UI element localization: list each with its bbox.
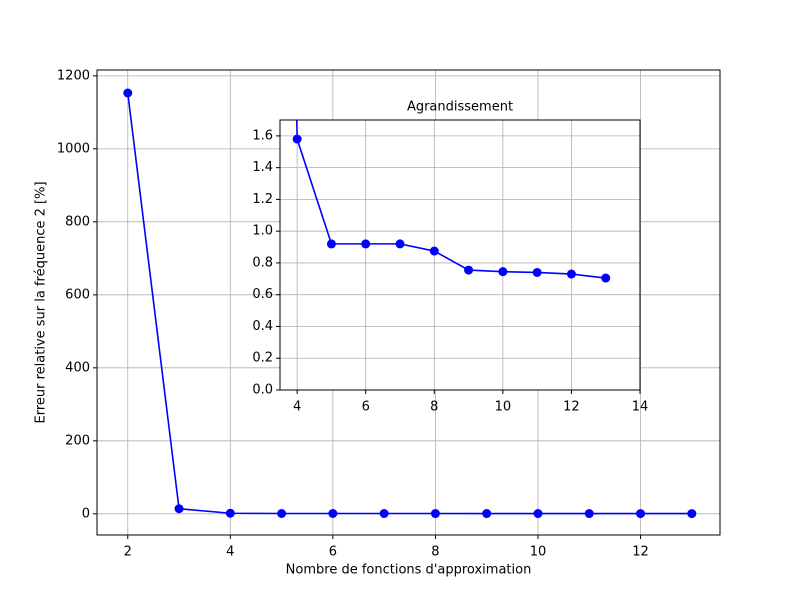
x-tick-label: 4 <box>226 545 234 560</box>
data-point <box>566 269 576 279</box>
axes-frame <box>279 119 641 391</box>
x-tick-label: 6 <box>362 400 370 415</box>
data-point <box>225 508 235 518</box>
data-line <box>126 92 692 515</box>
y-axis-label: Erreur relative sur la fréquence 2 [%] <box>34 181 49 423</box>
data-point <box>326 239 336 249</box>
data-point <box>379 508 389 518</box>
data-point <box>123 88 133 98</box>
x-axis-label: Nombre de fonctions d'approximation <box>286 563 532 578</box>
data-point <box>464 265 474 275</box>
data-point <box>277 508 287 518</box>
data-point <box>361 239 371 249</box>
data-point <box>584 509 594 519</box>
y-tick-label: 1000 <box>57 141 90 156</box>
x-tick-label: 8 <box>431 545 439 560</box>
data-point <box>328 508 338 518</box>
y-tick-label: 1.6 <box>252 128 273 143</box>
data-point <box>395 239 405 249</box>
y-tick-label: 1.0 <box>252 224 273 239</box>
data-point <box>174 504 184 514</box>
y-tick-label: 0.8 <box>252 255 273 270</box>
y-tick-label: 0.4 <box>252 319 273 334</box>
data-point <box>292 134 302 144</box>
y-tick-label: 0.6 <box>252 287 273 302</box>
plot-area <box>292 120 611 283</box>
x-tick-label: 8 <box>430 400 438 415</box>
y-tick-label: 0 <box>82 506 90 521</box>
data-point <box>533 509 543 519</box>
x-tick-label: 14 <box>632 400 649 415</box>
plot-area <box>123 88 697 519</box>
data-point <box>601 273 611 283</box>
x-tick-label: 10 <box>530 545 547 560</box>
data-point <box>687 509 697 519</box>
data-point <box>430 509 440 519</box>
data-point <box>429 246 439 256</box>
y-tick-label: 1200 <box>57 68 90 83</box>
y-tick-label: 1.4 <box>252 160 273 175</box>
data-point <box>532 267 542 277</box>
data-point <box>498 267 508 277</box>
y-tick-label: 400 <box>65 360 90 375</box>
data-point <box>482 509 492 519</box>
axes: 4 6 8 10 12 14 0.0 0.2 0.4 0.6 0.8 1.0 1.2 1.4 1.6 Agra… <box>252 100 649 415</box>
y-tick-label: 0.2 <box>252 351 273 366</box>
y-tick-label: 1.2 <box>252 192 273 207</box>
y-tick-label: 600 <box>65 287 90 302</box>
y-tick-label: 0.0 <box>252 383 273 398</box>
x-tick-label: 6 <box>329 545 337 560</box>
x-tick-label: 2 <box>124 545 132 560</box>
y-tick-label: 800 <box>65 214 90 229</box>
axes-frame <box>96 69 721 536</box>
plot-background <box>280 120 640 390</box>
x-tick-label: 12 <box>632 545 649 560</box>
y-tick-label: 200 <box>65 433 90 448</box>
chart-title: Agrandissement <box>407 100 513 115</box>
x-tick-label: 12 <box>563 400 580 415</box>
data-point <box>636 509 646 519</box>
x-tick-label: 4 <box>293 400 301 415</box>
x-tick-label: 10 <box>495 400 512 415</box>
